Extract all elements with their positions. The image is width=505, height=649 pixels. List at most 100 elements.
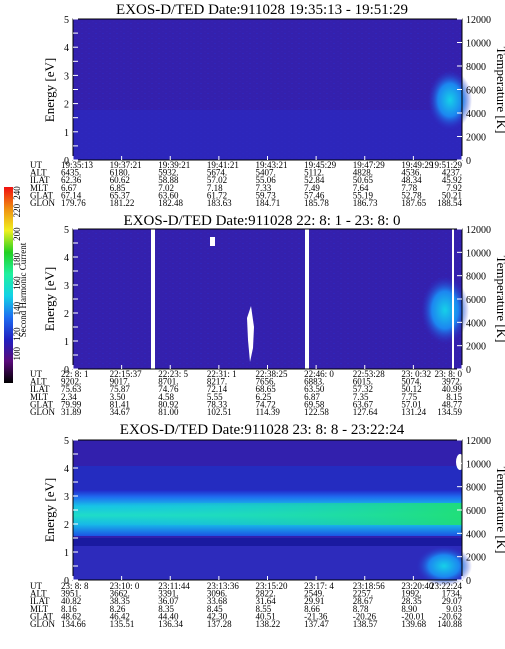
ephemeris-value: 7656. <box>256 377 276 387</box>
ephemeris-value: 8.16 <box>61 604 77 614</box>
panel-3-y2ticks: 0 2000 4000 6000 8000 10000 12000 <box>457 436 491 587</box>
ephemeris-value: 9.03 <box>446 604 462 614</box>
y2tick-label: 6000 <box>466 86 486 97</box>
ytick-label: 5 <box>64 225 69 236</box>
ephemeris-row-label: UT <box>30 369 42 379</box>
y2tick-label: 10000 <box>466 39 491 50</box>
ephemeris-value: 8.55 <box>256 604 272 614</box>
ephemeris-value: 23:17: 4 <box>304 581 334 591</box>
ephemeris-value: 4828. <box>353 168 373 178</box>
ephemeris-value: 74.76 <box>158 384 179 394</box>
ephemeris-value: 179.76 <box>61 198 86 208</box>
ephemeris-value: 7.64 <box>353 183 369 193</box>
ytick-label: 3 <box>64 492 69 503</box>
ephemeris-value: 19:51:29 <box>430 160 463 170</box>
ephemeris-value: 42.30 <box>207 611 228 621</box>
ephemeris-value: 8.35 <box>158 604 174 614</box>
ephemeris-row-label: ALT <box>30 168 47 178</box>
colorbar-ticks: 100 120 140 160 180 200 220 240 <box>12 186 22 361</box>
ephemeris-value: 52.78 <box>401 190 422 200</box>
ephemeris-row-label: GLON <box>30 619 55 629</box>
ephemeris-value: 6.25 <box>256 392 272 402</box>
ephemeris-value: 7.75 <box>401 392 417 402</box>
panel-3-lower-band <box>73 546 462 580</box>
y2tick-label: 12000 <box>466 225 491 236</box>
ytick-label: 1 <box>64 548 69 559</box>
panel-2-white-speck <box>210 237 215 246</box>
ephemeris-value: 78.33 <box>207 399 228 409</box>
ephemeris-value: 6015. <box>353 377 373 387</box>
ephemeris-value: 138.57 <box>353 619 378 629</box>
ytick-label: 1 <box>64 337 69 348</box>
ytick-label: 0 <box>64 156 69 167</box>
ephemeris-value: 50.12 <box>401 384 421 394</box>
y2tick-label: 8000 <box>466 272 486 283</box>
ephemeris-row-label: MLT <box>30 392 49 402</box>
ephemeris-value: 36.07 <box>158 596 179 606</box>
ephemeris-value: 5074. <box>401 377 421 387</box>
y2tick-label: 12000 <box>466 436 491 447</box>
ephemeris-value: 7.18 <box>207 183 223 193</box>
ephemeris-value: 61.72 <box>207 190 227 200</box>
ephemeris-value: 8217. <box>207 377 227 387</box>
ephemeris-value: 131.24 <box>401 407 426 417</box>
ephemeris-value: 185.78 <box>304 198 329 208</box>
ytick-label: 4 <box>64 43 69 54</box>
ephemeris-value: 184.71 <box>256 198 281 208</box>
ephemeris-value: 19:39:21 <box>158 160 190 170</box>
ephemeris-row-label: ILAT <box>30 175 50 185</box>
colorbar-label: Second Harmonic Current <box>18 242 28 337</box>
ephemeris-value: 7.35 <box>353 392 369 402</box>
ephemeris-value: 19:45:29 <box>304 160 337 170</box>
panel-2-gap-3 <box>452 229 454 369</box>
y2tick-label: 10000 <box>466 248 491 259</box>
ephemeris-value: 67.14 <box>61 190 82 200</box>
ephemeris-value: 1992. <box>401 589 421 599</box>
ephemeris-value: 81.00 <box>158 407 179 417</box>
ephemeris-value: 31.89 <box>61 407 82 417</box>
panel-1: EXOS-D/TED Date:911028 19:35:13 - 19:51:… <box>30 2 505 208</box>
ephemeris-value: 5.55 <box>207 392 223 402</box>
ephemeris-row-label: MLT <box>30 604 49 614</box>
y2tick-label: 8000 <box>466 62 486 73</box>
y2tick-label: 2000 <box>466 133 486 144</box>
ephemeris-value: 23:11:44 <box>158 581 190 591</box>
ephemeris-value: 3951. <box>61 589 81 599</box>
ephemeris-value: 28.35 <box>401 596 422 606</box>
ephemeris-value: 23:13:36 <box>207 581 240 591</box>
panel-3-y2label: Temperature [K] <box>494 467 505 554</box>
ephemeris-value: 74.72 <box>256 399 276 409</box>
ytick-label: 3 <box>64 281 69 292</box>
ephemeris-value: 137.47 <box>304 619 329 629</box>
ephemeris-row-label: ALT <box>30 589 47 599</box>
ephemeris-value: 8.26 <box>110 604 126 614</box>
ephemeris-value: 5112. <box>304 168 324 178</box>
ephemeris-row-label: ILAT <box>30 384 50 394</box>
ephemeris-value: 3662. <box>110 589 130 599</box>
ytick-label: 5 <box>64 436 69 447</box>
ephemeris-value: 57.01 <box>401 399 421 409</box>
ephemeris-value: 4.58 <box>158 392 174 402</box>
ephemeris-value: 182.48 <box>158 198 183 208</box>
ephemeris-value: 69.58 <box>304 399 325 409</box>
panel-3-white-speck <box>456 454 464 470</box>
ephemeris-value: 28.67 <box>353 596 374 606</box>
ephemeris-value: 22:38:25 <box>256 369 289 379</box>
ephemeris-value: 23: 8: 0 <box>434 369 462 379</box>
ephemeris-value: 134.66 <box>61 619 86 629</box>
ephemeris-row-label: GLAT <box>30 611 53 621</box>
ephemeris-value: -20.26 <box>353 611 377 621</box>
ytick-label: 2 <box>64 309 69 320</box>
ephemeris-value: 23:10: 0 <box>110 581 140 591</box>
ephemeris-value: 58.88 <box>158 175 179 185</box>
y2tick-label: 2000 <box>466 342 486 353</box>
ephemeris-value: 4237. <box>442 168 462 178</box>
ephemeris-value: 7.78 <box>401 183 417 193</box>
ephemeris-row-label: MLT <box>30 183 49 193</box>
ephemeris-row-label: GLON <box>30 407 55 417</box>
ephemeris-value: 5674. <box>207 168 227 178</box>
ephemeris-value: 44.40 <box>158 611 179 621</box>
ephemeris-value: 55.19 <box>353 190 374 200</box>
colorbar-tick-label: 100 <box>12 346 22 360</box>
